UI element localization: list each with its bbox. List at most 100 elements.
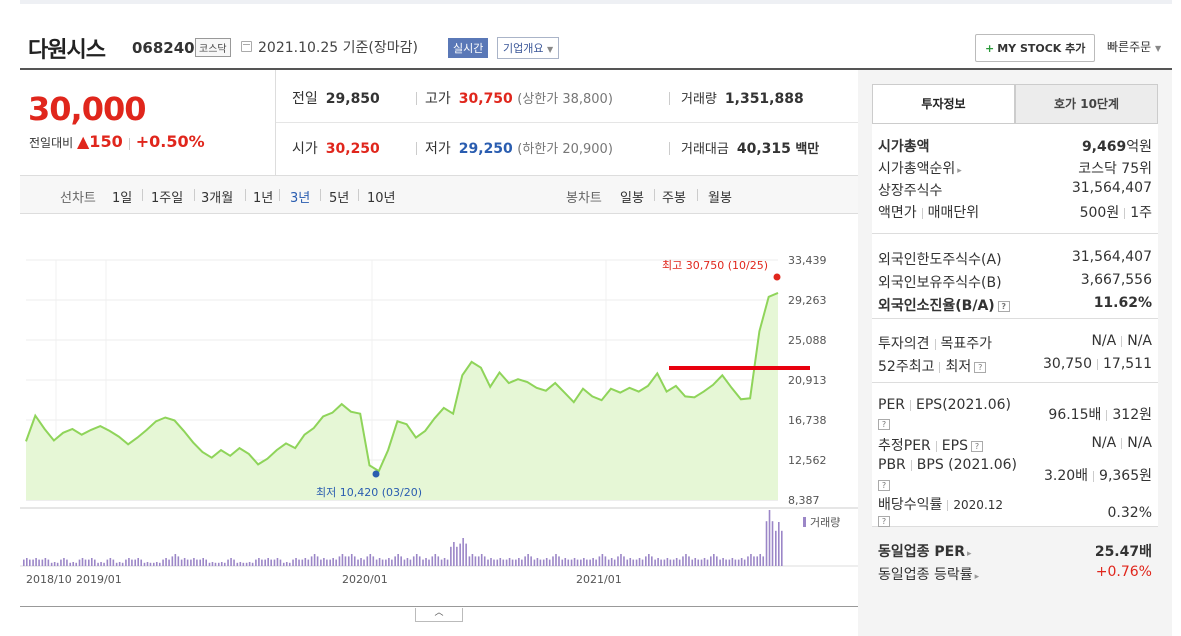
help-icon[interactable]: ? [878, 515, 890, 527]
div-label-text: 배당수익률 [878, 497, 943, 513]
foreign-limit-value: 31,564,407 [1071, 249, 1152, 265]
investment-info: 시가총액 9,469억원 시가총액순위 ▸ 코스닥 75위 상장주식수 31,564,4… [872, 123, 1158, 602]
help-icon[interactable]: ? [974, 361, 987, 373]
base-date: 2021.10.25 기준(장마감) [258, 40, 418, 56]
volume-bar [298, 559, 300, 566]
low-value: 29,250 [458, 141, 513, 157]
industry-per-text: 동일업종 PER [878, 544, 965, 560]
opinion-label-b: 목표주가 [940, 336, 993, 352]
volume-bar [545, 558, 548, 566]
volume-bar [131, 559, 133, 566]
volume-bar [688, 556, 690, 566]
change-row: 전일대비 ▲150 +0.50% [29, 132, 205, 151]
pbr-help: ? [878, 477, 890, 493]
period-1w[interactable]: 1주일 [151, 191, 184, 206]
x-tick-label: 2020/01 [342, 573, 388, 586]
pbr-value-a: 3.20배 [1043, 468, 1089, 484]
volume-bar [669, 559, 672, 566]
candle-chart-label: 봉차트 [566, 191, 602, 206]
volume-bar [47, 559, 50, 566]
help-icon[interactable]: ? [878, 418, 890, 430]
chevron-right-icon: ▸ [967, 549, 972, 559]
volume-bar [128, 558, 130, 566]
volume-bar [388, 558, 390, 566]
volume-bar [583, 558, 585, 566]
volume-bar [747, 556, 749, 566]
volume-bar [443, 558, 446, 566]
calendar-icon [241, 41, 252, 52]
volume-bar [626, 559, 629, 566]
candle-monthly[interactable]: 월봉 [708, 191, 732, 206]
par-value: 500원 1주 [1080, 202, 1152, 222]
expand-chart-button[interactable]: ︿ [415, 608, 463, 622]
volume-bar [397, 554, 399, 566]
add-mystock-button[interactable]: + MY STOCK 추가 [975, 34, 1096, 62]
cap-rank-value: 코스닥 75위 [1078, 161, 1152, 177]
volume-bar [106, 559, 109, 566]
period-5y[interactable]: 5년 [329, 191, 350, 206]
foreign-section: 외국인한도주식수(A) 31,564,407 외국인보유주식수(B) 3,667,5… [872, 234, 1158, 319]
volume-bar [629, 558, 632, 566]
divider [910, 459, 912, 471]
quick-order-button[interactable]: 빠른주문 ▼ [1107, 38, 1161, 55]
volume-bar [561, 559, 564, 566]
period-10y[interactable]: 10년 [367, 191, 396, 206]
volume-bar [542, 559, 545, 566]
volume-bar [208, 562, 211, 566]
volume-bar [29, 559, 31, 566]
volume-bar [347, 556, 350, 566]
period-3m[interactable]: 3개월 [201, 191, 234, 206]
stock-header: 다원시스 068240 코스닥 2021.10.25 기준(장마감) 실시간 기… [20, 30, 1172, 66]
high-value: 30,750 [458, 91, 513, 107]
company-overview-dropdown[interactable]: 기업개요 ▼ [497, 37, 560, 59]
help-icon[interactable]: ? [878, 479, 890, 491]
volume-bar [75, 562, 78, 566]
volume-bar [146, 562, 149, 566]
tab-order-book[interactable]: 호가 10단계 [1015, 84, 1158, 124]
pbr-label: PBR BPS (2021.06) [878, 457, 1017, 473]
volume-bar [570, 559, 573, 566]
tab-investment-info[interactable]: 투자정보 [872, 84, 1015, 124]
est-per-label: 추정PER EPS? [878, 435, 983, 455]
wk52-label: 52주최고 최저? [878, 356, 987, 376]
upper-limit: (상한가 38,800) [517, 92, 613, 107]
realtime-button[interactable]: 실시간 [448, 38, 489, 58]
candle-daily[interactable]: 일봉 [620, 191, 644, 206]
period-1y[interactable]: 1년 [253, 191, 274, 206]
volume-bar [415, 554, 418, 566]
volume-bar [304, 558, 307, 566]
volume-bar [171, 556, 174, 566]
volume-bar [81, 558, 84, 566]
volume-bar [394, 556, 396, 566]
market-cap-label: 시가총액 [878, 139, 930, 155]
open-price: 시가 30,250 [292, 138, 380, 158]
volume-bar [592, 558, 594, 566]
volume-bar [140, 559, 143, 566]
volume-value: 1,351,888 [724, 91, 804, 107]
volume-bar [418, 556, 421, 566]
volume-bar [335, 559, 337, 566]
change-value: ▲150 [77, 132, 123, 151]
divider [20, 606, 858, 607]
volume-bar [539, 559, 542, 566]
market-badge: 코스닥 [195, 38, 231, 57]
volume-bar [375, 559, 378, 566]
candle-weekly[interactable]: 주봉 [662, 191, 686, 206]
foreign-hold-value: 3,667,556 [1080, 272, 1152, 288]
help-icon[interactable]: ? [997, 300, 1010, 312]
y-tick-label: 8,387 [788, 494, 820, 507]
period-1d[interactable]: 1일 [112, 191, 133, 206]
volume-bar [697, 559, 700, 566]
volume-bar [502, 559, 505, 566]
opinion-value-b: N/A [1127, 333, 1152, 349]
volume-bar [409, 559, 412, 566]
market-cap-number: 9,469 [1081, 139, 1127, 155]
volume-bar [685, 554, 687, 566]
period-3y[interactable]: 3년 [290, 191, 311, 206]
help-icon[interactable]: ? [970, 440, 983, 452]
volume-bar [344, 556, 347, 566]
divider [142, 189, 143, 201]
volume-bar [734, 559, 737, 566]
y-tick-label: 20,913 [788, 374, 827, 387]
volume-bar [725, 559, 727, 566]
